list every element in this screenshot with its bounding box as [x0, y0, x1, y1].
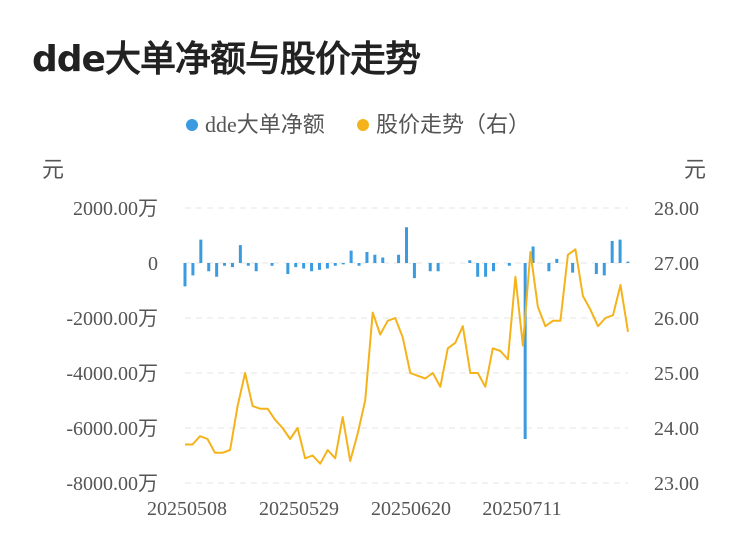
- legend-label-line: 股价走势（右）: [376, 112, 530, 137]
- left-tick-label: -8000.00万: [66, 473, 158, 495]
- legend[interactable]: dde大单净额 股价走势（右）: [186, 112, 530, 137]
- chart-title: dde大单净额与股价走势: [32, 39, 421, 80]
- bar: [238, 245, 242, 263]
- bar: [207, 263, 211, 272]
- bar: [191, 263, 195, 276]
- left-tick-label: -2000.00万: [66, 308, 158, 330]
- bar: [610, 241, 614, 263]
- left-tick-label: 2000.00万: [73, 198, 158, 220]
- x-tick-label: 20250508: [147, 498, 227, 520]
- bar: [215, 263, 219, 277]
- bar: [365, 252, 369, 263]
- bar: [571, 263, 575, 273]
- price-line: [185, 248, 629, 465]
- right-tick-label: 25.00: [654, 363, 699, 385]
- bar: [223, 263, 227, 266]
- bar: [270, 263, 274, 266]
- right-tick-label: 26.00: [654, 308, 699, 330]
- legend-marker-bar: [186, 119, 198, 131]
- bar: [436, 263, 440, 272]
- bar: [555, 258, 559, 263]
- x-tick-label: 20250711: [482, 498, 561, 520]
- axes: 2000.00万 28.00 0 27.00 -2000.00万 26.00 -4000.0…: [66, 198, 699, 520]
- bar: [183, 263, 187, 287]
- left-tick-label: -6000.00万: [66, 418, 158, 440]
- right-tick-label: 27.00: [654, 253, 699, 275]
- left-tick-label: -4000.00万: [66, 363, 158, 385]
- bar: [594, 263, 598, 274]
- bar: [310, 263, 314, 272]
- bar: [294, 263, 298, 268]
- bar: [325, 263, 329, 269]
- bar: [246, 263, 250, 266]
- right-tick-label: 23.00: [654, 473, 699, 495]
- bar: [302, 263, 306, 269]
- bar: [523, 263, 527, 439]
- x-tick-label: 20250620: [371, 498, 451, 520]
- bar: [428, 263, 432, 272]
- bar: [357, 263, 361, 266]
- bar: [286, 263, 290, 274]
- bar: [618, 239, 622, 263]
- bar: [531, 246, 535, 263]
- bar: [381, 257, 385, 263]
- bar: [468, 260, 472, 263]
- line-series: [185, 248, 629, 465]
- bar: [476, 263, 480, 277]
- bar: [230, 263, 234, 268]
- right-tick-label: 24.00: [654, 418, 699, 440]
- bar: [333, 263, 337, 266]
- legend-label-bar: dde大单净额: [205, 112, 325, 137]
- bar: [341, 263, 345, 265]
- bar: [492, 263, 496, 272]
- legend-marker-line: [357, 119, 369, 131]
- right-axis-unit: 元: [684, 157, 706, 182]
- bar: [547, 263, 551, 272]
- x-tick-label: 20250529: [259, 498, 339, 520]
- left-axis-unit: 元: [42, 157, 64, 182]
- bar: [405, 227, 408, 263]
- bar: [626, 261, 630, 263]
- bar: [349, 250, 353, 263]
- bar: [507, 263, 511, 266]
- right-tick-label: 28.00: [654, 198, 699, 220]
- bar: [412, 263, 416, 279]
- bar: [254, 263, 258, 272]
- bar: [317, 263, 321, 270]
- bar: [199, 239, 203, 263]
- bar-series: [183, 227, 630, 439]
- left-tick-label: 0: [148, 253, 158, 275]
- bar: [373, 254, 377, 263]
- bar: [397, 254, 401, 263]
- bar: [484, 263, 488, 277]
- bar: [602, 263, 606, 276]
